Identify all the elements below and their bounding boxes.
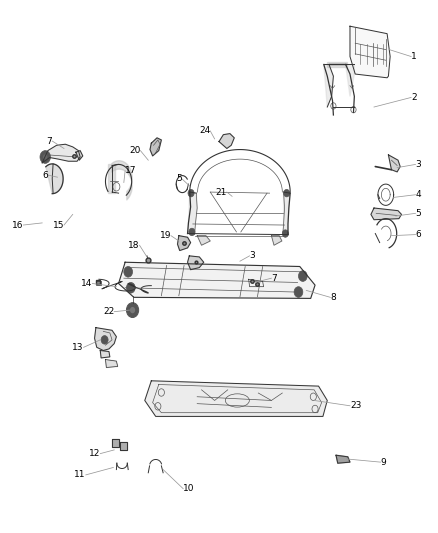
Circle shape [127,303,139,318]
Polygon shape [197,236,210,245]
Circle shape [294,287,303,297]
Polygon shape [108,165,115,193]
Text: 16: 16 [12,221,23,230]
Polygon shape [150,138,161,156]
Text: 9: 9 [381,458,386,466]
Polygon shape [371,208,402,220]
Polygon shape [145,381,327,416]
Polygon shape [272,236,282,245]
Circle shape [101,336,108,344]
Text: 23: 23 [350,401,361,410]
Polygon shape [100,351,110,358]
Text: 5: 5 [416,209,421,218]
Text: 3: 3 [250,252,255,260]
Polygon shape [106,360,118,368]
Text: 7: 7 [272,273,277,282]
Text: 6: 6 [416,230,421,239]
Polygon shape [350,26,390,78]
Circle shape [189,228,195,236]
Text: 10: 10 [183,484,195,493]
Polygon shape [112,439,119,447]
Polygon shape [42,144,80,163]
Polygon shape [95,328,117,351]
Text: 11: 11 [74,471,86,479]
Text: 24: 24 [199,126,210,135]
Text: 14: 14 [81,279,92,288]
Text: 7: 7 [46,136,52,146]
Text: 3: 3 [416,160,421,169]
Polygon shape [346,64,354,96]
Polygon shape [219,134,234,149]
Circle shape [188,189,194,197]
Text: 18: 18 [128,241,140,250]
Circle shape [301,274,304,278]
Polygon shape [324,64,333,107]
Polygon shape [76,151,83,160]
Polygon shape [389,155,400,172]
Circle shape [127,270,130,274]
Circle shape [130,307,135,313]
Circle shape [129,286,133,290]
Circle shape [297,290,300,294]
Polygon shape [327,62,347,67]
Text: 15: 15 [53,221,64,230]
Circle shape [284,189,290,197]
Text: 22: 22 [103,307,114,316]
Circle shape [298,271,307,281]
Polygon shape [177,236,191,251]
Circle shape [124,266,133,277]
Text: 21: 21 [215,188,227,197]
Text: 12: 12 [89,449,100,458]
Polygon shape [187,192,197,235]
Text: 2: 2 [411,93,417,102]
Polygon shape [187,256,204,270]
Text: 17: 17 [125,166,137,175]
Text: 13: 13 [72,343,84,352]
Text: 5: 5 [176,174,182,183]
Circle shape [127,282,135,293]
Polygon shape [46,164,63,193]
Circle shape [40,151,50,164]
Polygon shape [283,192,290,235]
Text: 6: 6 [42,171,48,180]
Polygon shape [119,262,315,298]
Text: 1: 1 [411,52,417,61]
Circle shape [283,230,288,237]
Text: 20: 20 [129,146,141,155]
Text: 19: 19 [159,231,171,240]
Text: 4: 4 [416,190,421,199]
Polygon shape [120,442,127,450]
Text: 8: 8 [330,293,336,302]
Circle shape [43,155,47,160]
Polygon shape [336,455,350,463]
